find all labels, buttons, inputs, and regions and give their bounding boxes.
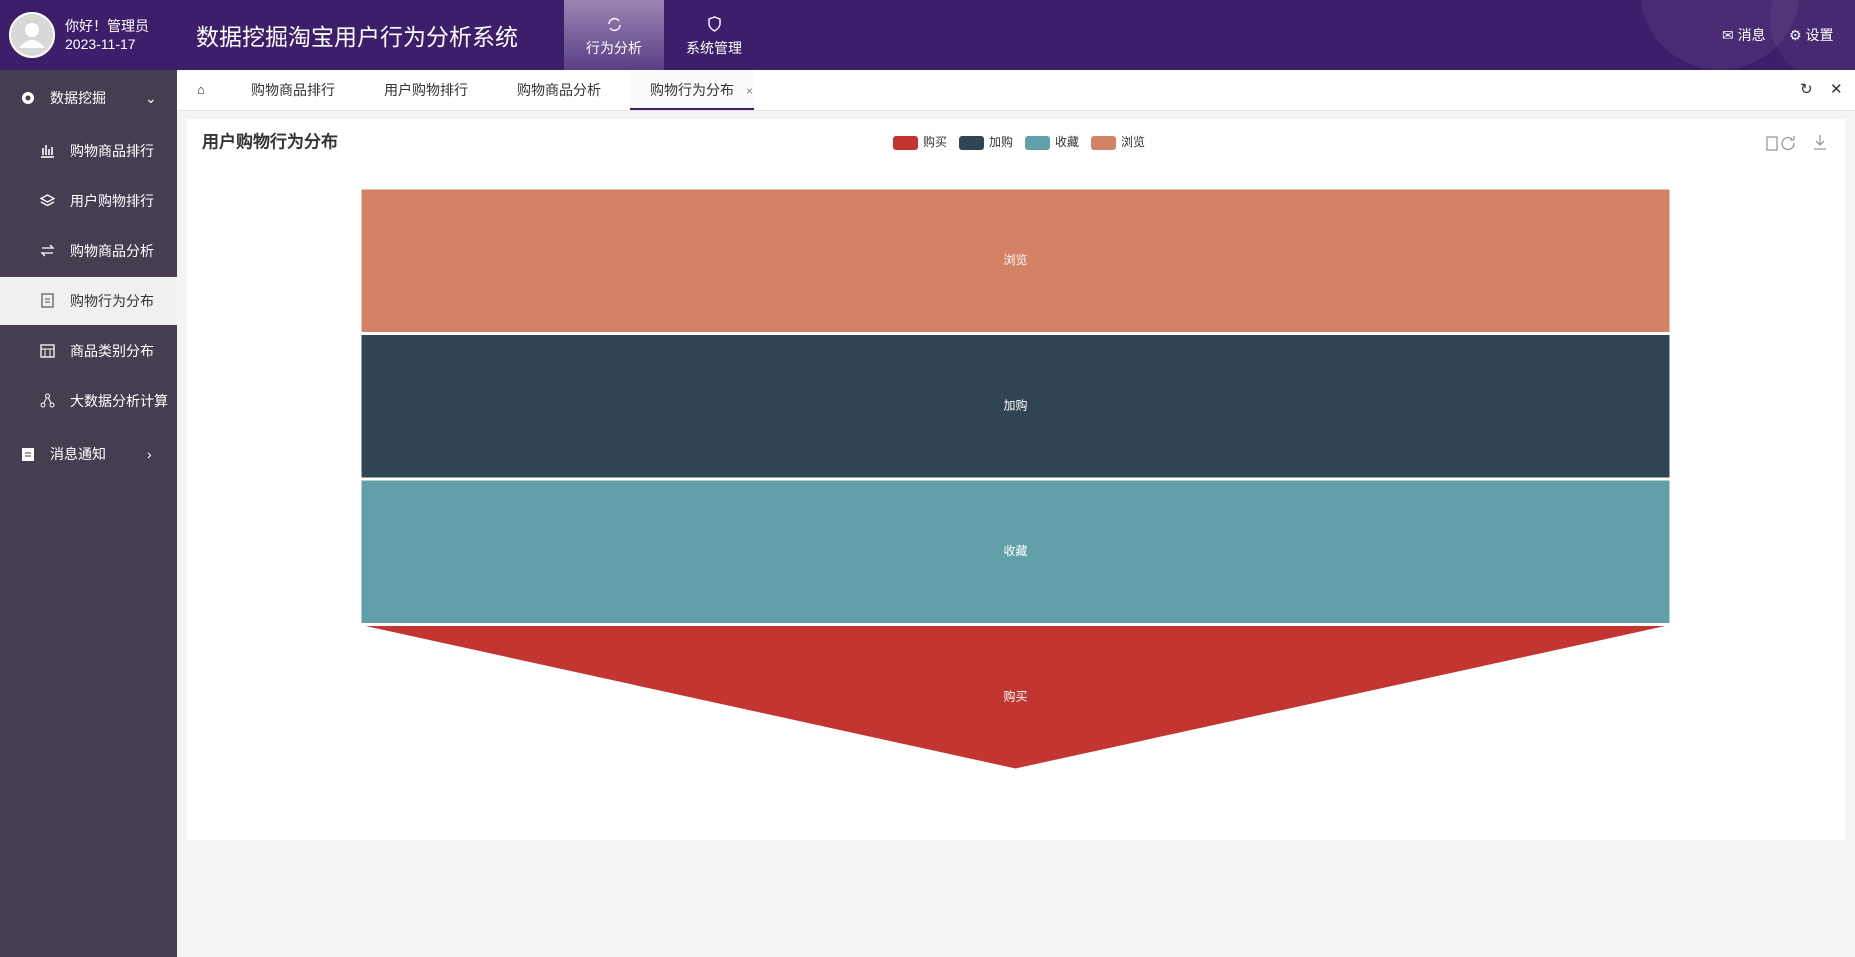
- tab[interactable]: 购物商品分析: [517, 82, 601, 98]
- menu-item-label: 购物商品排行: [70, 143, 154, 159]
- icon: [40, 194, 55, 207]
- menu-item-label: 商品类别分布: [70, 343, 154, 359]
- legend-label: 浏览: [1121, 134, 1145, 149]
- date: 2023-11-17: [65, 36, 136, 52]
- system-title: 数据挖掘淘宝用户行为分析系统: [196, 24, 518, 50]
- decoration: [1640, 0, 1855, 70]
- menu-item[interactable]: 用户购物排行: [0, 177, 177, 225]
- segment-label: 收藏: [1003, 544, 1027, 558]
- nav-label: 系统管理: [686, 40, 742, 56]
- toolbox[interactable]: [1766, 135, 1826, 151]
- settings[interactable]: ⚙ 设置: [1789, 27, 1834, 43]
- menu-group-label: 数据挖掘: [50, 90, 106, 106]
- tab-close[interactable]: ×: [746, 84, 754, 98]
- legend-label: 购买: [923, 134, 947, 149]
- menu-item[interactable]: 商品类别分布: [0, 327, 177, 375]
- icon: [708, 16, 721, 32]
- menu-group[interactable]: 消息通知 ›: [0, 430, 177, 478]
- funnel-segment: [360, 334, 1671, 479]
- tab[interactable]: 用户购物排行: [384, 82, 468, 98]
- menu-item[interactable]: 购物商品排行: [0, 127, 177, 175]
- menu-item-label: 大数据分析计算: [70, 393, 168, 409]
- greeting: 你好！管理员: [65, 18, 149, 34]
- top-bar: 你好！管理员 2023-11-17 数据挖掘淘宝用户行为分析系统 行为分析 系统…: [0, 0, 1855, 70]
- home-tab[interactable]: ⌂: [197, 82, 205, 97]
- legend-label: 收藏: [1055, 135, 1079, 149]
- legend-swatch: [1025, 136, 1051, 150]
- legend-label: 加购: [989, 134, 1013, 149]
- menu-group-label: 消息通知: [50, 446, 106, 462]
- tab[interactable]: 购物商品排行: [251, 82, 335, 98]
- messages[interactable]: ✉ 消息: [1722, 27, 1766, 43]
- segment-label: 加购: [1003, 397, 1027, 412]
- nav-label: 行为分析: [586, 40, 642, 56]
- chevron: ›: [147, 446, 152, 462]
- icon: [41, 293, 54, 308]
- close-all[interactable]: ✕: [1830, 81, 1843, 98]
- messages-label: 消息: [1737, 27, 1766, 43]
- menu-group[interactable]: 数据挖掘 ⌄: [0, 74, 177, 122]
- nav-item-active[interactable]: 行为分析: [564, 0, 664, 70]
- icon: [40, 244, 55, 257]
- chart-panel: 用户购物行为分布 购买 加购 收藏 浏览 浏览 加购 收藏 购买: [187, 119, 1845, 840]
- segment-label: 浏览: [1003, 252, 1027, 267]
- icon: [22, 92, 34, 104]
- legend-swatch: [1091, 136, 1117, 150]
- tab-bar: ⌂ 购物商品排行 用户购物排行 购物商品分析 购物行为分布 × ↻ ✕: [177, 70, 1855, 111]
- settings-label: 设置: [1805, 27, 1834, 43]
- legend-swatch: [959, 136, 985, 150]
- legend-swatch: [893, 136, 918, 150]
- menu-item[interactable]: 购物商品分析: [0, 227, 177, 275]
- tab-label: 购物行为分布: [650, 82, 734, 98]
- chevron: ⌄: [145, 90, 157, 106]
- tab-active[interactable]: 购物行为分布 ×: [630, 70, 754, 110]
- refresh[interactable]: ↻: [1800, 81, 1813, 98]
- menu-item-label: 购物商品分析: [70, 243, 154, 259]
- menu-item[interactable]: 大数据分析计算: [0, 377, 177, 425]
- menu-item-active[interactable]: 购物行为分布: [0, 277, 177, 325]
- funnel-segment: [360, 625, 1671, 770]
- funnel-segment: [360, 479, 1671, 624]
- segment-label: 购买: [1003, 688, 1027, 703]
- icon: [41, 145, 54, 158]
- nav-item[interactable]: 系统管理: [664, 0, 764, 70]
- icon: [608, 17, 621, 32]
- icon: [40, 393, 55, 408]
- funnel-segment: [360, 188, 1671, 333]
- sidebar: 数据挖掘 ⌄ 购物商品排行 用户购物排行 购物商品分析 购物行为分布 商品类别分布…: [0, 70, 177, 957]
- chart-title: 用户购物行为分布: [202, 131, 338, 151]
- icon: [22, 448, 34, 461]
- menu-item-label: 购物行为分布: [70, 293, 154, 309]
- menu-item-label: 用户购物排行: [70, 193, 154, 209]
- icon: [40, 344, 55, 358]
- avatar: [9, 12, 55, 58]
